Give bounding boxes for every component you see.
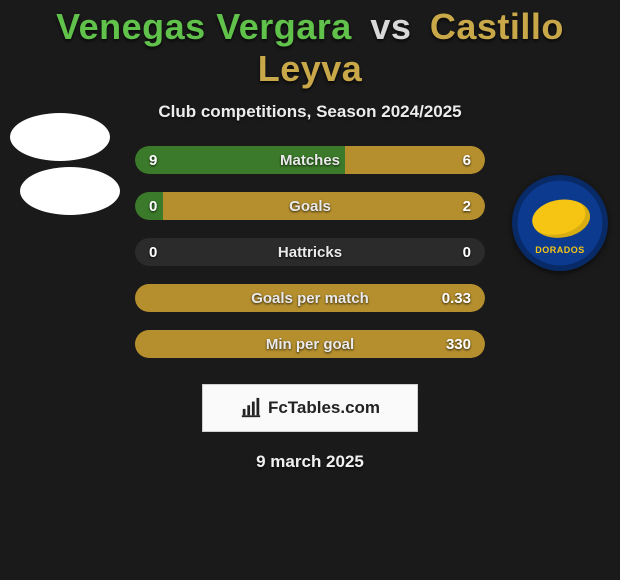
player1-name: Venegas Vergara xyxy=(56,6,352,47)
stat-row: 0Hattricks0 xyxy=(135,238,485,266)
source-logo: FcTables.com xyxy=(202,384,418,432)
stat-value-right: 2 xyxy=(430,198,485,215)
stat-label: Goals xyxy=(190,198,430,215)
stat-row: 9Matches6 xyxy=(135,146,485,174)
comparison-title: Venegas Vergara vs Castillo Leyva xyxy=(0,0,620,92)
stat-label: Min per goal xyxy=(190,336,430,353)
source-logo-text: FcTables.com xyxy=(268,398,380,418)
footer-date: 9 march 2025 xyxy=(0,452,620,472)
player1-club-badge-placeholder-2 xyxy=(20,167,120,215)
bar-chart-icon xyxy=(240,397,262,419)
stat-label: Matches xyxy=(190,152,430,169)
player1-club-badge-placeholder-1 xyxy=(10,113,110,161)
stat-row: Goals per match0.33 xyxy=(135,284,485,312)
stat-value-left: 0 xyxy=(135,198,190,215)
stat-row: Min per goal330 xyxy=(135,330,485,358)
stats-container: 9Matches60Goals20Hattricks0Goals per mat… xyxy=(135,146,485,358)
stat-value-right: 6 xyxy=(430,152,485,169)
stat-label: Hattricks xyxy=(190,244,430,261)
stat-value-left: 9 xyxy=(135,152,190,169)
stat-value-right: 330 xyxy=(430,336,485,353)
stat-value-left: 0 xyxy=(135,244,190,261)
player2-club-crest xyxy=(512,175,608,271)
stat-row: 0Goals2 xyxy=(135,192,485,220)
stat-value-right: 0 xyxy=(430,244,485,261)
vs-separator: vs xyxy=(370,6,411,47)
stat-label: Goals per match xyxy=(190,290,430,307)
stat-value-right: 0.33 xyxy=(430,290,485,307)
